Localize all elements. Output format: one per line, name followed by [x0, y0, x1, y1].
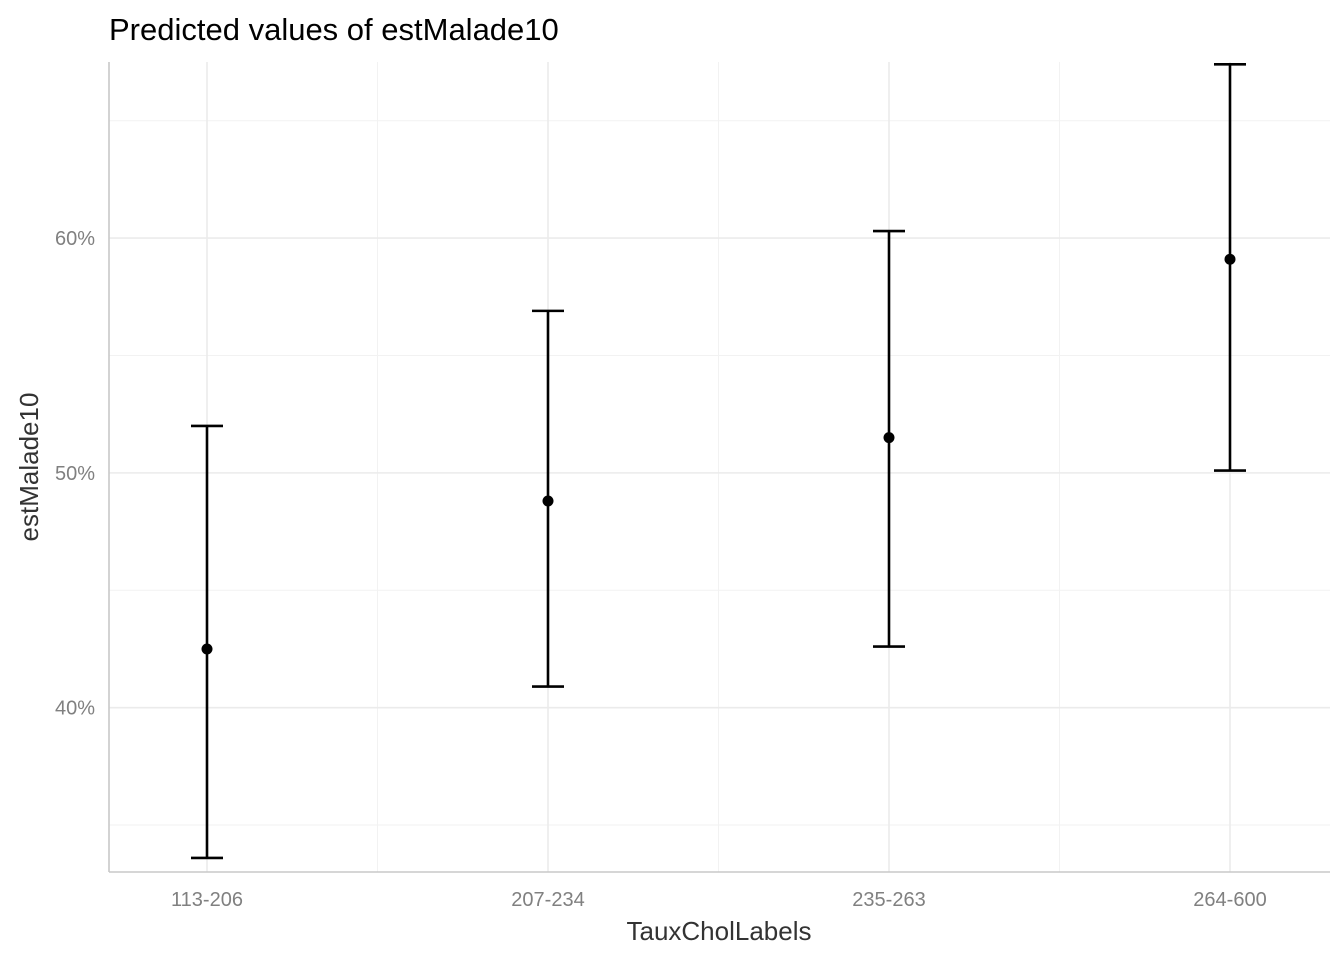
y-tick-label: 40% [55, 698, 95, 720]
error-bar-235-263 [873, 229, 905, 648]
x-axis-title: TauxCholLabels [626, 916, 811, 946]
x-tick-label: 264-600 [1193, 889, 1266, 911]
error-bar-264-600 [1214, 63, 1246, 472]
error-bar-207-234 [532, 309, 564, 688]
error-bars [191, 63, 1246, 860]
chart-title: Predicted values of estMalade10 [109, 12, 559, 47]
y-tick-label: 50% [55, 463, 95, 485]
x-tick-label: 207-234 [511, 889, 584, 911]
grid [109, 62, 1330, 872]
predicted-point [201, 643, 213, 655]
y-axis-title: estMalade10 [14, 393, 44, 542]
predicted-point [542, 495, 554, 507]
predicted-point [1224, 253, 1236, 265]
predicted-point [883, 432, 895, 444]
x-tick-label: 235-263 [852, 889, 925, 911]
tick-labels: 40% 50% 60% 113-206 207-234 235-263 264-600 [55, 228, 1267, 911]
error-bar-113-206 [191, 424, 223, 860]
y-tick-label: 60% [55, 228, 95, 250]
x-tick-label: 113-206 [171, 889, 243, 911]
axes [108, 62, 1330, 873]
